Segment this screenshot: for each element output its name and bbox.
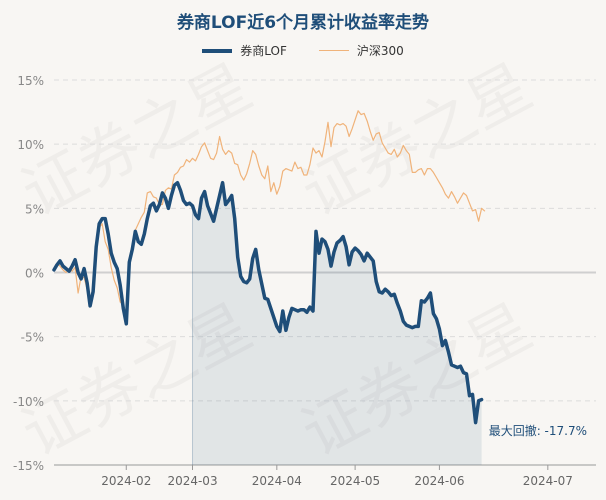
legend-label-index: 沪深300 <box>356 44 404 58</box>
chart-title: 券商LOF近6个月累计收益率走势 <box>176 13 430 33</box>
x-tick-label: 2024-03 <box>167 474 217 488</box>
x-tick-label: 2024-05 <box>330 474 380 488</box>
x-tick-label: 2024-06 <box>414 474 464 488</box>
x-tick-label: 2024-02 <box>101 474 151 488</box>
y-tick-label: 15% <box>17 74 44 88</box>
x-tick-label: 2024-07 <box>523 474 573 488</box>
x-tick-label: 2024-04 <box>252 474 302 488</box>
legend-item-fund[interactable]: 券商LOF <box>202 42 287 59</box>
chart-legend: 券商LOF 沪深300 <box>0 42 606 59</box>
y-tick-label: 10% <box>17 138 44 152</box>
drawdown-area <box>192 182 482 465</box>
y-tick-label: -10% <box>13 395 44 409</box>
y-tick-label: -5% <box>21 331 44 345</box>
y-tick-label: 5% <box>25 202 44 216</box>
legend-item-index[interactable]: 沪深300 <box>318 42 404 59</box>
y-tick-label: 0% <box>25 267 44 281</box>
y-tick-label: -15% <box>13 459 44 473</box>
legend-swatch-index <box>318 50 349 51</box>
legend-swatch-fund <box>202 48 233 53</box>
max-drawdown-annotation: 最大回撤: -17.7% <box>489 423 587 438</box>
legend-label-fund: 券商LOF <box>240 44 287 58</box>
fund-line <box>52 180 484 425</box>
